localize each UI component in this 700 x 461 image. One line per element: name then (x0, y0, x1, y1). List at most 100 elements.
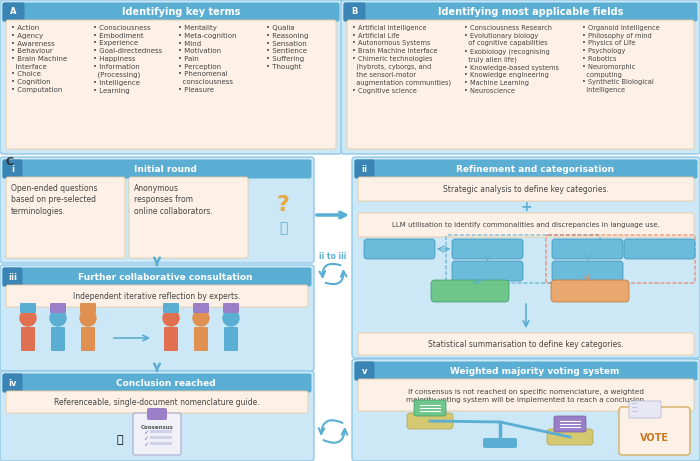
FancyBboxPatch shape (129, 177, 248, 258)
FancyBboxPatch shape (341, 0, 700, 154)
FancyBboxPatch shape (551, 280, 629, 302)
Text: ✓: ✓ (143, 443, 148, 448)
Text: Consensus: Consensus (141, 425, 174, 430)
FancyBboxPatch shape (81, 327, 95, 351)
Text: Initial round: Initial round (134, 165, 197, 173)
FancyBboxPatch shape (3, 267, 312, 286)
FancyBboxPatch shape (547, 429, 593, 445)
FancyBboxPatch shape (0, 0, 342, 154)
Text: Open-ended questions
based on pre-selected
terminologies.: Open-ended questions based on pre-select… (11, 184, 97, 216)
FancyBboxPatch shape (3, 267, 22, 286)
Text: A: A (10, 7, 17, 17)
Text: Independent iterative reflection by experts.: Independent iterative reflection by expe… (74, 291, 241, 301)
FancyBboxPatch shape (354, 361, 697, 380)
FancyBboxPatch shape (133, 413, 181, 455)
Text: ✓: ✓ (143, 431, 148, 436)
FancyBboxPatch shape (150, 442, 172, 445)
Text: i: i (11, 165, 14, 173)
FancyBboxPatch shape (51, 327, 65, 351)
Text: Strategic analysis to define key categories.: Strategic analysis to define key categor… (443, 184, 609, 194)
Circle shape (223, 310, 239, 326)
FancyBboxPatch shape (6, 177, 125, 258)
FancyBboxPatch shape (0, 371, 314, 461)
Circle shape (20, 310, 36, 326)
FancyBboxPatch shape (364, 239, 435, 259)
FancyBboxPatch shape (347, 20, 694, 149)
FancyBboxPatch shape (407, 413, 453, 429)
FancyBboxPatch shape (354, 160, 374, 178)
FancyBboxPatch shape (554, 416, 586, 432)
Text: +: + (520, 200, 532, 214)
FancyBboxPatch shape (629, 401, 661, 418)
FancyBboxPatch shape (358, 379, 694, 411)
Text: Weighted majority voting system: Weighted majority voting system (450, 366, 620, 376)
FancyBboxPatch shape (3, 373, 312, 392)
Circle shape (163, 310, 179, 326)
FancyBboxPatch shape (552, 239, 623, 259)
Circle shape (193, 310, 209, 326)
Text: ii to iii: ii to iii (319, 252, 346, 260)
FancyBboxPatch shape (224, 327, 238, 351)
FancyBboxPatch shape (624, 239, 695, 259)
Text: • Artificial Intelligence
• Artificial Life
• Autonomous Systems
• Brain Machine: • Artificial Intelligence • Artificial L… (352, 25, 451, 94)
FancyBboxPatch shape (452, 239, 523, 259)
FancyBboxPatch shape (431, 280, 509, 302)
FancyBboxPatch shape (352, 157, 700, 358)
FancyBboxPatch shape (6, 285, 308, 307)
Text: ✓: ✓ (143, 437, 148, 442)
Text: • Consciousness
• Embodiment
• Experience
• Goal-directedness
• Happiness
• Info: • Consciousness • Embodiment • Experienc… (93, 25, 162, 94)
Text: —: — (632, 406, 638, 410)
FancyBboxPatch shape (3, 2, 340, 22)
FancyBboxPatch shape (344, 2, 697, 22)
Text: ?: ? (276, 195, 289, 215)
FancyBboxPatch shape (194, 327, 208, 351)
FancyBboxPatch shape (163, 303, 179, 313)
Circle shape (50, 310, 66, 326)
Text: VOTE: VOTE (640, 433, 668, 443)
FancyBboxPatch shape (452, 261, 523, 281)
FancyBboxPatch shape (0, 265, 314, 371)
FancyBboxPatch shape (354, 361, 374, 380)
FancyBboxPatch shape (6, 20, 336, 149)
Text: iv: iv (8, 378, 17, 388)
FancyBboxPatch shape (223, 303, 239, 313)
FancyBboxPatch shape (358, 213, 694, 237)
Text: ii: ii (361, 165, 368, 173)
FancyBboxPatch shape (358, 333, 694, 355)
Text: Statistical summarisation to define key categories.: Statistical summarisation to define key … (428, 339, 624, 349)
FancyBboxPatch shape (6, 391, 308, 413)
FancyBboxPatch shape (3, 2, 25, 22)
FancyBboxPatch shape (20, 303, 36, 313)
FancyBboxPatch shape (619, 407, 690, 455)
FancyBboxPatch shape (358, 177, 694, 201)
Text: B: B (351, 7, 358, 17)
Circle shape (80, 310, 96, 326)
FancyBboxPatch shape (193, 303, 209, 313)
FancyBboxPatch shape (3, 160, 312, 178)
FancyBboxPatch shape (3, 373, 22, 392)
FancyBboxPatch shape (150, 436, 172, 439)
Text: Identifying most applicable fields: Identifying most applicable fields (438, 7, 623, 17)
Text: Identifying key terms: Identifying key terms (122, 7, 240, 17)
Text: • Action
• Agency
• Awareness
• Behaviour
• Brain Machine
  Interface
• Choice
•: • Action • Agency • Awareness • Behaviou… (11, 25, 67, 93)
FancyBboxPatch shape (80, 303, 96, 313)
FancyBboxPatch shape (414, 400, 446, 416)
FancyBboxPatch shape (164, 327, 178, 351)
Text: Referenceable, single-document nomenclature guide.: Referenceable, single-document nomenclat… (54, 397, 260, 407)
Text: v: v (362, 366, 368, 376)
FancyBboxPatch shape (552, 261, 623, 281)
Text: Anonymous
responses from
online collaborators.: Anonymous responses from online collabor… (134, 184, 213, 216)
Text: 🌱: 🌱 (117, 435, 123, 445)
FancyBboxPatch shape (0, 157, 314, 263)
FancyBboxPatch shape (147, 408, 167, 420)
FancyBboxPatch shape (150, 430, 172, 433)
Text: If consensus is not reached on specific nomenclature, a weighted
majority voting: If consensus is not reached on specific … (406, 389, 646, 403)
Text: Refinement and categorisation: Refinement and categorisation (456, 165, 614, 173)
Text: Conclusion reached: Conclusion reached (116, 378, 216, 388)
FancyBboxPatch shape (344, 2, 365, 22)
FancyBboxPatch shape (354, 160, 697, 178)
Text: 👥: 👥 (279, 221, 287, 235)
FancyBboxPatch shape (21, 327, 35, 351)
FancyBboxPatch shape (50, 303, 66, 313)
Text: iii: iii (8, 272, 17, 282)
